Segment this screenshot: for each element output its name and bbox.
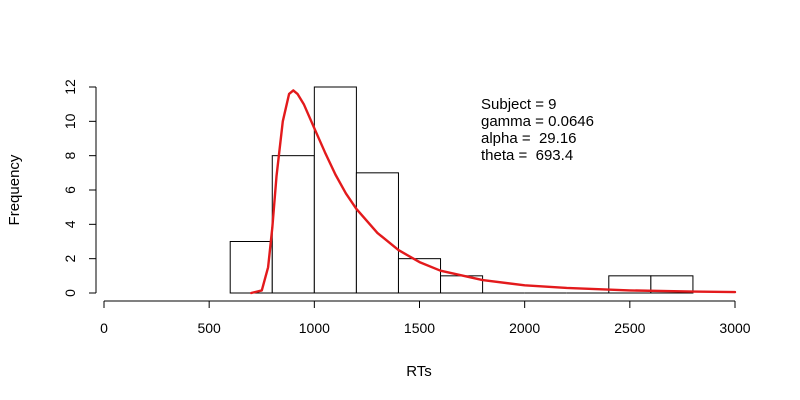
annotation-theta: theta = 693.4 — [481, 147, 573, 164]
y-tick-label-5: 10 — [62, 113, 78, 129]
x-tick-label-1: 500 — [197, 320, 221, 336]
y-tick-label-0: 0 — [62, 289, 78, 297]
y-axis: 0 2 4 6 8 10 12 — [62, 79, 97, 297]
annotation-subject: Subject = 9 — [481, 96, 556, 113]
x-axis: 0 500 1000 1500 2000 2500 3000 — [100, 300, 751, 336]
fitted-density-curve — [250, 89, 737, 295]
x-tick-label-6: 3000 — [719, 320, 750, 336]
x-tick-label-4: 2000 — [509, 320, 540, 336]
annotation-alpha: alpha = 29.16 — [481, 130, 577, 147]
histogram-bar-2 — [313, 86, 357, 294]
x-tick-label-3: 1500 — [404, 320, 435, 336]
histogram-bar-0 — [229, 241, 273, 294]
y-tick-label-2: 4 — [62, 220, 78, 228]
annotation-gamma: gamma = 0.0646 — [481, 113, 594, 130]
x-tick-label-2: 1000 — [299, 320, 330, 336]
y-tick-label-4: 8 — [62, 152, 78, 160]
x-tick-label-0: 0 — [100, 320, 108, 336]
y-axis-title: Frequency — [6, 154, 23, 225]
y-tick-label-3: 6 — [62, 186, 78, 194]
histogram-bar-1 — [271, 155, 315, 294]
histogram-bars — [229, 86, 694, 294]
x-axis-title: RTs — [406, 363, 432, 380]
x-tick-label-5: 2500 — [614, 320, 645, 336]
y-tick-label-1: 2 — [62, 255, 78, 263]
histogram-bar-4 — [397, 258, 442, 294]
histogram-bar-10 — [650, 275, 694, 294]
y-tick-label-6: 12 — [62, 79, 78, 95]
annotation-block: Subject = 9 gamma = 0.0646 alpha = 29.16… — [481, 96, 594, 164]
